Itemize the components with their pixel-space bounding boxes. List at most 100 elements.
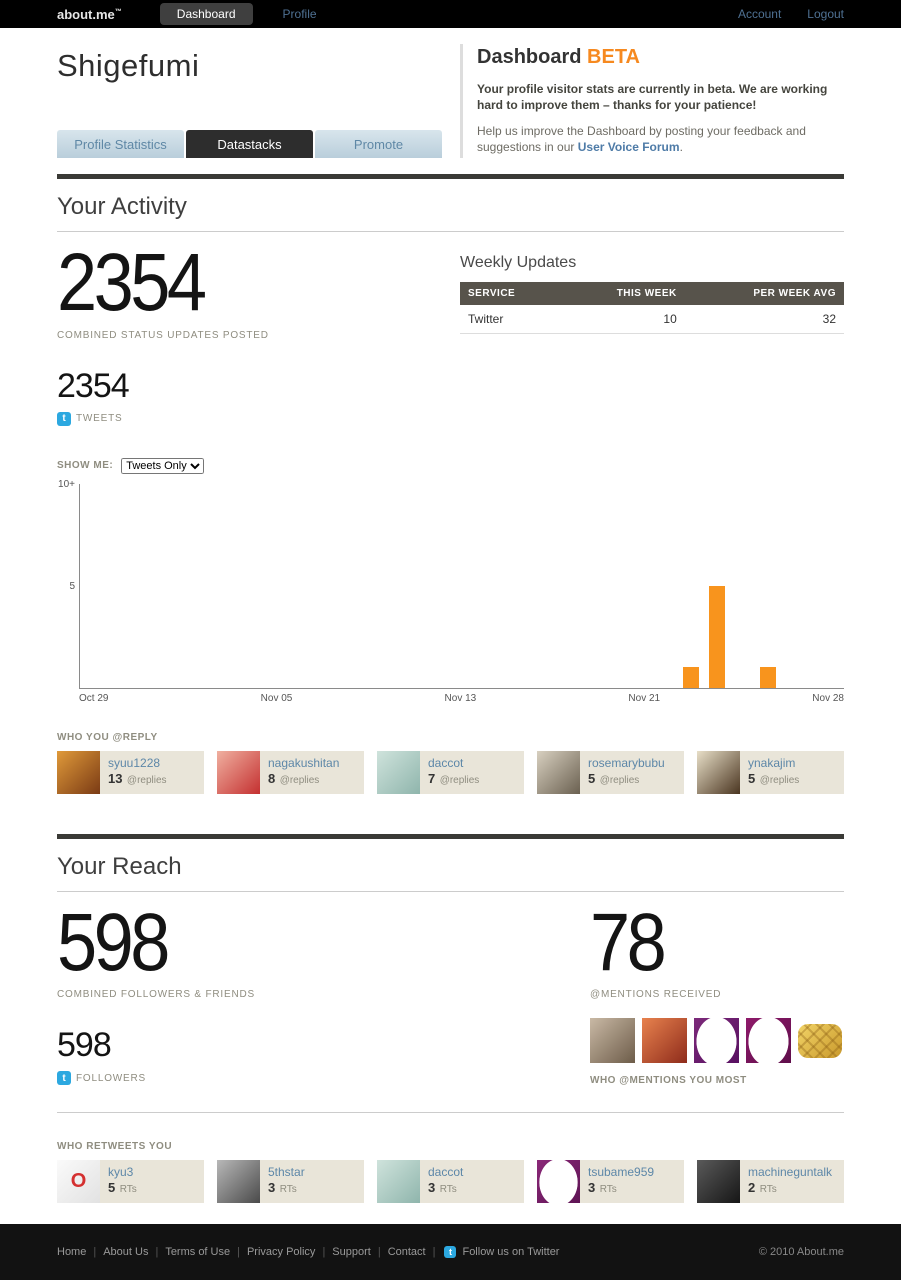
stat-unit: @replies — [279, 774, 320, 786]
top-nav-bar: about.me™ Dashboard Profile Account Logo… — [0, 0, 901, 28]
logout-link[interactable]: Logout — [807, 7, 844, 21]
chart-plot — [79, 483, 844, 689]
user-avatar[interactable] — [217, 1160, 260, 1204]
stat-count: 5 — [588, 770, 596, 786]
logo-part-me: me — [96, 6, 115, 22]
spacer — [57, 794, 844, 834]
user-avatar[interactable] — [697, 1160, 740, 1204]
topnav-tab-profile[interactable]: Profile — [282, 7, 317, 21]
username-link[interactable]: 5thstar — [268, 1165, 305, 1180]
card-stat: 13 @replies — [108, 770, 196, 788]
footer-links: Home | About Us | Terms of Use | Privacy Po… — [57, 1246, 559, 1258]
user-avatar[interactable] — [537, 1160, 580, 1204]
card-stat: 7 @replies — [428, 770, 516, 788]
mentions-avatars-row — [590, 1018, 844, 1064]
username-link[interactable]: nagakushitan — [268, 755, 340, 770]
stat-count: 3 — [268, 1180, 276, 1196]
card-stat: 3 RTs — [588, 1179, 676, 1197]
stat-count: 3 — [588, 1180, 596, 1196]
stat-unit: @replies — [759, 774, 800, 786]
user-avatar[interactable] — [537, 750, 580, 794]
account-link[interactable]: Account — [737, 7, 782, 21]
footer-link-privacy[interactable]: Privacy Policy — [246, 1246, 316, 1258]
card-info: daccot 3 RTs — [420, 1160, 524, 1204]
aboutme-logo[interactable]: about.me™ — [57, 7, 122, 22]
activity-columns: 2354 COMBINED STATUS UPDATES POSTED 2354… — [57, 232, 844, 426]
reach-left-column: 598 COMBINED FOLLOWERS & FRIENDS 598 t F… — [57, 901, 590, 1087]
beta-notice: Your profile visitor stats are currently… — [477, 82, 828, 112]
mention-user-avatar[interactable] — [694, 1018, 739, 1064]
tab-profile-statistics[interactable]: Profile Statistics — [57, 130, 184, 158]
user-avatar[interactable]: O — [57, 1160, 100, 1204]
tweets-label-row: t TWEETS — [57, 411, 460, 426]
activity-section: Your Activity 2354 COMBINED STATUS UPDAT… — [57, 179, 844, 834]
username-link[interactable]: daccot — [428, 755, 464, 770]
page-title-username: Shigefumi — [57, 48, 200, 83]
show-me-row: SHOW ME: Tweets Only — [57, 457, 844, 474]
tweets-count: 2354 — [57, 366, 130, 405]
stat-unit: @replies — [599, 774, 640, 786]
username-link[interactable]: syuu1228 — [108, 755, 161, 770]
mention-user-avatar[interactable] — [746, 1018, 791, 1064]
footer-link-about-us[interactable]: About Us — [103, 1246, 149, 1258]
beta-badge: BETA — [587, 46, 640, 68]
stat-unit: RTs — [759, 1184, 777, 1196]
footer-divider: | — [93, 1246, 97, 1258]
chart-x-tick: Oct 29 — [79, 692, 109, 704]
username-link[interactable]: rosemarybubu — [588, 755, 665, 770]
user-avatar[interactable] — [377, 750, 420, 794]
section-tabs: Profile Statistics Datastacks Promote — [57, 130, 460, 158]
column-header-service: SERVICE — [460, 282, 563, 305]
footer-divider: | — [432, 1246, 436, 1258]
user-avatar[interactable] — [697, 750, 740, 794]
reply-user-card: ynakajim 5 @replies — [697, 750, 844, 794]
followers-label-row: t FOLLOWERS — [57, 1071, 590, 1086]
mentions-panel: 78 @MENTIONS RECEIVED WHO @MENTIONS YOU … — [590, 901, 844, 1086]
tab-promote[interactable]: Promote — [315, 130, 442, 158]
card-stat: 5 RTs — [108, 1179, 196, 1197]
retweet-cards-row: O kyu3 5 RTs 5thstar 3 RTs — [57, 1160, 844, 1204]
user-avatar[interactable] — [57, 750, 100, 794]
column-header-per-week-avg: PER WEEK AVG — [684, 282, 844, 305]
footer-link-home[interactable]: Home — [57, 1246, 87, 1258]
weekly-updates-panel: Weekly Updates SERVICE THIS WEEK PER WEE… — [460, 248, 844, 426]
stat-unit: RTs — [599, 1184, 617, 1196]
username-link[interactable]: kyu3 — [108, 1165, 134, 1180]
help-text-after: . — [679, 140, 683, 154]
weekly-updates-table: SERVICE THIS WEEK PER WEEK AVG Twitter 1… — [460, 282, 844, 334]
tab-datastacks[interactable]: Datastacks — [186, 130, 313, 158]
topnav-tab-dashboard[interactable]: Dashboard — [159, 3, 253, 25]
card-stat: 8 @replies — [268, 770, 356, 788]
table-header-row: SERVICE THIS WEEK PER WEEK AVG — [460, 282, 844, 305]
stat-unit: RTs — [279, 1184, 297, 1196]
mention-user-avatar[interactable] — [642, 1018, 687, 1064]
username-link[interactable]: tsubame959 — [588, 1165, 655, 1180]
card-stat: 3 RTs — [428, 1179, 516, 1197]
twitter-icon: t — [444, 1246, 457, 1258]
stat-count: 7 — [428, 770, 436, 786]
footer-link-terms[interactable]: Terms of Use — [165, 1246, 231, 1258]
stat-count: 2 — [748, 1180, 756, 1196]
footer-link-support[interactable]: Support — [332, 1246, 371, 1258]
follow-us-twitter-link[interactable]: Follow us on Twitter — [462, 1246, 560, 1258]
table-row: Twitter 10 32 — [460, 305, 844, 334]
mention-user-avatar[interactable] — [798, 1023, 842, 1058]
section-divider — [57, 174, 844, 179]
username-link[interactable]: ynakajim — [748, 755, 796, 770]
stat-unit: @replies — [126, 774, 167, 786]
show-me-select[interactable]: Tweets Only — [121, 457, 205, 474]
username-link[interactable]: daccot — [428, 1165, 464, 1180]
who-retweets-you-label: WHO RETWEETS YOU — [57, 1141, 173, 1153]
user-avatar[interactable] — [377, 1160, 420, 1204]
followers-label: FOLLOWERS — [76, 1072, 146, 1084]
user-avatar[interactable] — [217, 750, 260, 794]
retweet-user-card: 5thstar 3 RTs — [217, 1160, 364, 1204]
dashboard-beta-title: Dashboard BETA — [477, 46, 844, 69]
card-stat: 3 RTs — [268, 1179, 356, 1197]
user-voice-forum-link[interactable]: User Voice Forum — [577, 140, 680, 154]
username-link[interactable]: machineguntalk — [748, 1165, 833, 1180]
mention-user-avatar[interactable] — [590, 1018, 635, 1064]
page-footer: Home | About Us | Terms of Use | Privacy Po… — [0, 1224, 901, 1280]
footer-link-contact[interactable]: Contact — [387, 1246, 426, 1258]
stat-unit: RTs — [439, 1184, 457, 1196]
